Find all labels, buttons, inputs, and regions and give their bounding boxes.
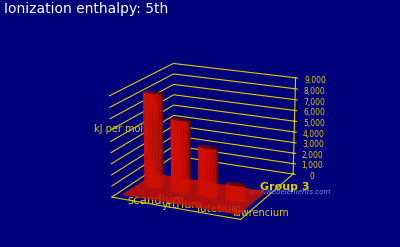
- Text: Ionization enthalpy: 5th: Ionization enthalpy: 5th: [4, 2, 168, 17]
